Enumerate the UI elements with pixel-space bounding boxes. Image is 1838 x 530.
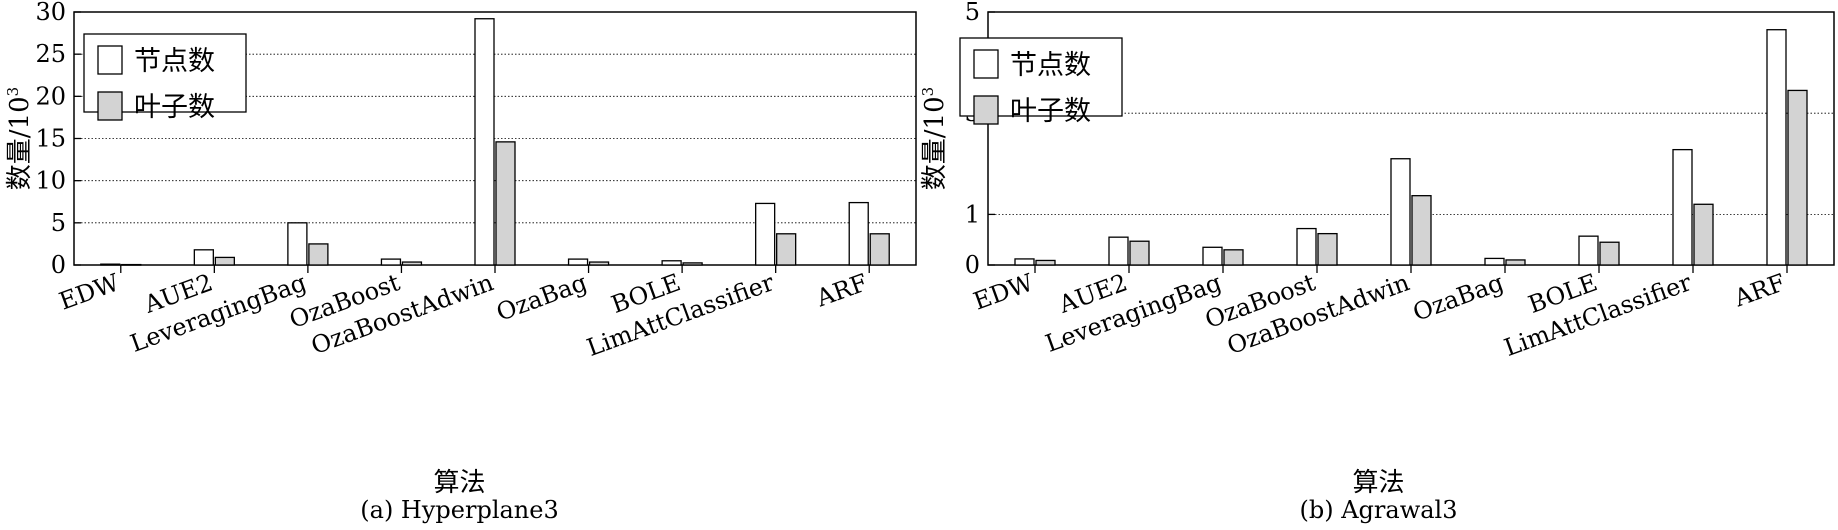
y-tick-label: 5 (965, 0, 980, 26)
bar-node-count (1484, 257, 1505, 266)
x-tick-label: LimAttClassifier (1500, 268, 1695, 362)
bar-node-count (1296, 227, 1317, 266)
bar-leaf-count (121, 263, 142, 266)
legend-label: 叶子数 (134, 92, 215, 123)
bar-node-count (567, 258, 589, 266)
legend-label: 叶子数 (1010, 96, 1091, 127)
bar-leaf-count (1411, 195, 1432, 266)
x-tick-label: LimAttClassifier (583, 268, 778, 362)
bar-leaf-count (1693, 203, 1714, 266)
bar-node-count (380, 258, 402, 266)
y-tick-label: 0 (51, 251, 66, 279)
bar-leaf-count (214, 256, 235, 266)
x-tick-label: OzaBag (1409, 268, 1507, 326)
bar-node-count (848, 201, 869, 266)
bar-leaf-count (1129, 240, 1150, 266)
y-tick-label: 5 (51, 209, 66, 237)
bar-leaf-count (401, 261, 423, 266)
bar-node-count (287, 222, 308, 266)
chart-caption: (b) Agrawal3 (1299, 496, 1458, 524)
bar-node-count (1202, 246, 1223, 266)
bar-leaf-count (495, 141, 516, 266)
legend-label: 节点数 (1010, 50, 1091, 81)
bar-leaf-count (1223, 249, 1244, 266)
bar-leaf-count (1505, 259, 1526, 266)
bar-node-count (1014, 258, 1035, 266)
y-tick-label: 10 (35, 167, 66, 195)
x-axis-title: 算法 (433, 468, 486, 498)
y-tick-label: 30 (35, 0, 66, 26)
bar-node-count (1108, 236, 1129, 266)
x-axis-title: 算法 (1352, 468, 1405, 498)
legend-label: 节点数 (134, 46, 215, 77)
chart-caption: (a) Hyperplane3 (360, 496, 559, 524)
bar-leaf-count (588, 261, 610, 266)
x-tick-label: OzaBag (493, 268, 591, 326)
chart-svg: 0135数量/103EDWAUE2LeveragingBagOzaBoostOz… (919, 0, 1835, 362)
x-tick-label: ARF (812, 268, 871, 312)
bar-node-count (1578, 235, 1599, 266)
bar-leaf-count (776, 233, 797, 266)
bar-leaf-count (1599, 241, 1620, 266)
y-tick-label: 20 (35, 82, 66, 110)
legend-swatch (973, 95, 999, 125)
bar-leaf-count (869, 233, 890, 266)
bar-node-count (193, 249, 214, 266)
chart-panel-hyperplane3: 0 5 10 15 20 25 30 数量/103 EDW AUE2 LeveragingBag Oz… (4, 0, 917, 524)
bar-node-count (1390, 158, 1411, 266)
legend-swatch (97, 91, 123, 121)
y-axis-label: 数量/103 (4, 87, 35, 190)
legend-swatch (973, 49, 999, 79)
bar-node-count (1672, 148, 1693, 266)
y-axis-label: 数量/103 (919, 87, 950, 190)
bar-node-count (474, 18, 495, 266)
bar-leaf-count (682, 262, 703, 266)
bar-leaf-count (308, 243, 329, 266)
bar-node-count (1766, 29, 1787, 266)
bar-leaf-count (1317, 232, 1338, 266)
bar-node-count (755, 202, 776, 266)
x-tick-label: ARF (1730, 268, 1789, 312)
chart-panel-agrawal3: 0135数量/103EDWAUE2LeveragingBagOzaBoostOz… (919, 0, 1838, 530)
y-tick-label: 25 (35, 40, 66, 68)
y-tick-label: 1 (965, 200, 980, 228)
bar-node-count (100, 263, 121, 266)
bar-node-count (661, 260, 682, 266)
bar-leaf-count (1035, 259, 1056, 266)
bar-leaf-count (1787, 89, 1808, 266)
y-tick-label: 0 (965, 251, 980, 279)
legend-swatch (97, 45, 123, 75)
y-tick-label: 15 (35, 125, 66, 153)
